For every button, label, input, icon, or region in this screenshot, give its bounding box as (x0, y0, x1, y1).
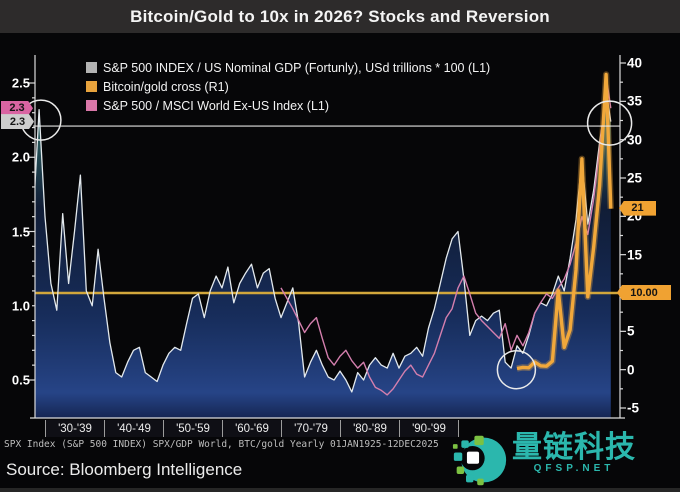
bottom-strip (0, 488, 680, 492)
chart-footnote: SPX Index (S&P 500 INDEX) SPX/GDP World,… (4, 439, 439, 450)
annotation-circle (586, 100, 633, 146)
legend-label: Bitcoin/gold cross (R1) (103, 79, 229, 94)
left-axis-tick-label: 2.0 (11, 149, 30, 165)
title-bar: Bitcoin/Gold to 10x in 2026? Stocks and … (0, 0, 680, 33)
legend-label: S&P 500 / MSCI World Ex-US Index (L1) (103, 98, 330, 113)
annotation-circle (496, 349, 537, 390)
left-axis-badge-pink: 2.3 (1, 101, 33, 116)
series-line (280, 79, 612, 396)
series-line (35, 94, 612, 393)
right-axis-tick-label: 30 (627, 132, 643, 148)
watermark-name: 量链科技 (512, 431, 636, 464)
legend: S&P 500 INDEX / US Nominal GDP (Fortunly… (86, 58, 490, 115)
series-line (516, 72, 613, 371)
left-axis-badge-white: 2.3 (1, 114, 34, 129)
left-axis-tick-label: 2.5 (11, 75, 30, 91)
source-text: Source: Bloomberg Intelligence (6, 460, 243, 479)
watermark-text: 量链科技 QFSP.NET (512, 432, 636, 474)
left-axis-tick-label: 1.5 (11, 224, 30, 239)
legend-swatch-pink (86, 100, 97, 111)
chart-title: Bitcoin/Gold to 10x in 2026? Stocks and … (130, 6, 550, 26)
right-axis-tick-label: 15 (627, 247, 643, 263)
right-axis-tick-label: 40 (627, 55, 643, 71)
legend-item-spx-gdp: S&P 500 INDEX / US Nominal GDP (Fortunly… (86, 58, 490, 77)
decade-label: '90-'99 (399, 420, 458, 437)
watermark-logo-icon (452, 435, 507, 486)
watermark-domain: QFSP.NET (533, 462, 615, 474)
legend-item-spx-msci: S&P 500 / MSCI World Ex-US Index (L1) (86, 96, 490, 115)
legend-label: S&P 500 INDEX / US Nominal GDP (Fortunly… (103, 60, 491, 75)
right-axis-tick-label: 25 (627, 170, 643, 186)
decade-label: '50-'59 (163, 420, 222, 437)
decade-label: '60-'69 (222, 420, 281, 437)
decade-label: '30-'39 (45, 420, 104, 437)
right-axis-tick-label: 0 (627, 362, 635, 378)
decade-label: '70-'79 (281, 420, 340, 437)
left-axis-tick-label: 1.0 (11, 298, 30, 314)
decade-row-end-separator (458, 420, 459, 437)
area-fill (35, 94, 611, 418)
watermark: 量链科技 QFSP.NET (452, 432, 636, 488)
left-axis-tick-label: 0.5 (11, 372, 30, 388)
legend-swatch-gray (86, 62, 97, 73)
right-axis-badge-last-value: 21 (619, 200, 656, 216)
decade-label: '80-'89 (340, 420, 399, 437)
right-axis-tick-label: 5 (627, 323, 635, 339)
legend-swatch-orange (86, 81, 97, 92)
decade-label: '40-'49 (104, 420, 163, 437)
legend-item-bitcoin-gold: Bitcoin/gold cross (R1) (86, 77, 490, 96)
right-axis-tick-label: 35 (627, 93, 643, 109)
right-axis-tick-label: -5 (627, 400, 640, 416)
right-axis-badge-reference: 10.00 (617, 285, 671, 300)
